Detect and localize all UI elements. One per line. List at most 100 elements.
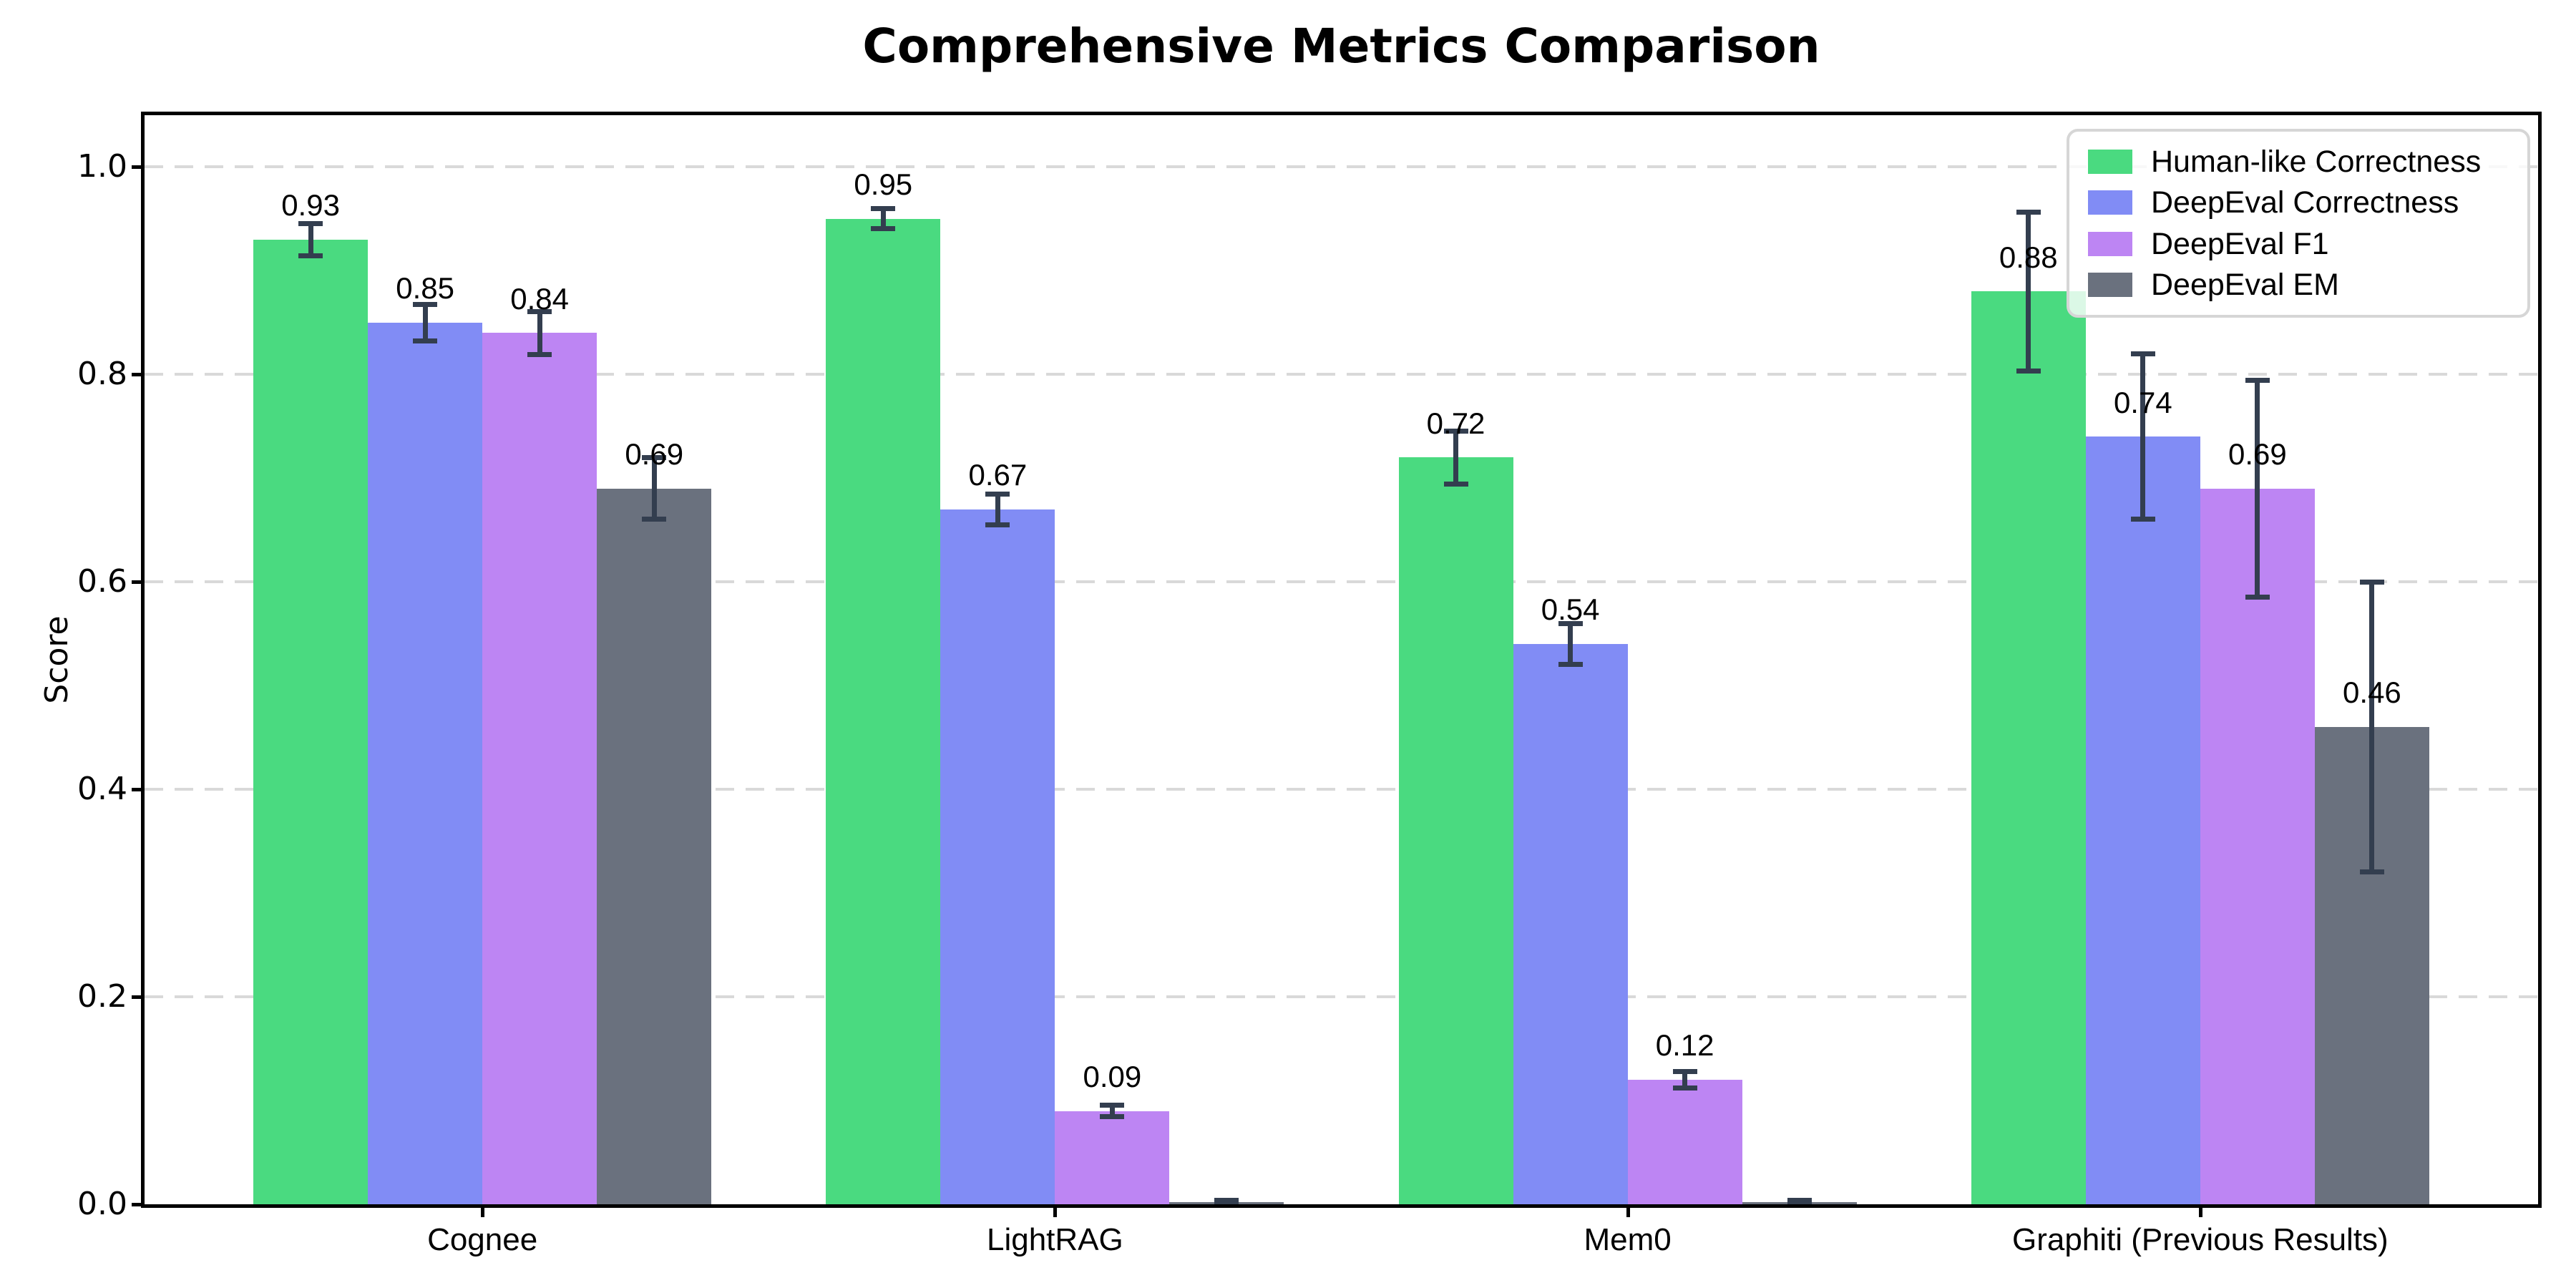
bar [1055, 1111, 1170, 1204]
bar [2085, 436, 2200, 1204]
value-label: 0.85 [396, 271, 454, 306]
error-bar [1109, 1104, 1115, 1118]
bar [940, 509, 1055, 1204]
gridline [145, 373, 2538, 376]
error-bar [2255, 379, 2260, 598]
error-bar [2026, 211, 2031, 372]
error-bar [1682, 1071, 1688, 1088]
value-label: 0.69 [625, 436, 684, 471]
gridline [145, 165, 2538, 169]
legend-label: DeepEval Correctness [2151, 185, 2459, 220]
error-bar [651, 457, 657, 520]
value-label: 0.88 [1999, 240, 2058, 274]
gridline [145, 995, 2538, 999]
error-bar-cap-bottom [2016, 369, 2041, 374]
x-tick [1626, 1204, 1630, 1217]
legend-swatch [2088, 231, 2132, 256]
value-label: 0.67 [968, 457, 1028, 492]
legend: Human-like Correctness DeepEval Correctne… [2067, 129, 2530, 318]
error-bar-cap-bottom [642, 517, 667, 522]
gridline [145, 788, 2538, 791]
legend-item: DeepEval Correctness [2088, 184, 2509, 221]
error-bar-cap-bottom [985, 522, 1010, 527]
bar [482, 333, 597, 1204]
error-bar-cap-bottom [1672, 1085, 1697, 1091]
legend-item: Human-like Correctness [2088, 143, 2509, 180]
bar [368, 322, 483, 1204]
legend-swatch [2088, 272, 2132, 297]
y-tick-label: 0.2 [77, 978, 127, 1015]
y-tick [132, 995, 145, 1000]
value-label: 0.74 [2113, 385, 2172, 419]
error-bar-cap-bottom [527, 351, 552, 357]
error-bar-cap-bottom [2359, 869, 2384, 875]
value-label: 0.12 [1655, 1028, 1714, 1063]
error-bar [422, 303, 428, 341]
error-bar-cap-top [2245, 377, 2270, 383]
legend-item: DeepEval EM [2088, 266, 2509, 303]
y-tick-label: 0.6 [77, 563, 127, 600]
value-label: 0.69 [2228, 436, 2287, 471]
error-bar-cap-top [298, 220, 323, 226]
legend-swatch [2088, 150, 2132, 174]
value-label: 0.72 [1426, 406, 1485, 440]
y-tick-label: 0.4 [77, 771, 127, 808]
y-tick-label: 0.8 [77, 356, 127, 393]
x-tick [2198, 1204, 2202, 1217]
x-tick [1053, 1204, 1058, 1217]
x-tick-label: Cognee [427, 1222, 538, 1257]
y-tick-label: 0.0 [77, 1186, 127, 1222]
value-label: 0.84 [510, 281, 570, 316]
value-label: 0.95 [854, 167, 913, 202]
y-tick-label: 1.0 [77, 148, 127, 185]
error-bar [537, 311, 542, 355]
value-label: 0.09 [1083, 1059, 1142, 1093]
error-bar-cap-top [1787, 1198, 1812, 1204]
bar [2200, 488, 2315, 1204]
value-label: 0.46 [2343, 675, 2401, 710]
bar [1513, 644, 1628, 1204]
error-bar-cap-top [527, 308, 552, 314]
bar [253, 239, 369, 1204]
error-bar [308, 223, 313, 257]
x-tick-label: Graphiti (Previous Results) [2011, 1222, 2389, 1257]
error-bar-cap-bottom [1787, 1201, 1812, 1206]
error-bar [880, 208, 886, 230]
error-bar-cap-bottom [1100, 1114, 1125, 1120]
error-bar-cap-top [1558, 621, 1583, 627]
error-bar-cap-top [2130, 351, 2155, 357]
error-bar-cap-top [1672, 1069, 1697, 1075]
y-tick [132, 788, 145, 792]
error-bar-cap-top [642, 455, 667, 461]
error-bar-cap-top [871, 206, 896, 212]
legend-swatch [2088, 190, 2132, 215]
bar [1971, 291, 2086, 1204]
legend-label: Human-like Correctness [2151, 145, 2482, 179]
y-tick [132, 373, 145, 377]
error-bar [2140, 353, 2146, 520]
error-bar [2369, 582, 2375, 873]
error-bar [995, 494, 1000, 525]
error-bar-cap-top [2016, 209, 2041, 215]
error-bar-cap-bottom [871, 226, 896, 232]
error-bar-cap-top [413, 301, 438, 307]
error-bar-cap-top [985, 492, 1010, 497]
error-bar-cap-bottom [413, 338, 438, 343]
chart-title: Comprehensive Metrics Comparison [862, 19, 1820, 74]
error-bar [1568, 623, 1574, 665]
legend-label: DeepEval EM [2151, 267, 2339, 302]
legend-item: DeepEval F1 [2088, 225, 2509, 263]
y-tick [132, 165, 145, 170]
y-tick [132, 580, 145, 585]
gridline [145, 580, 2538, 584]
bar [1627, 1080, 1742, 1204]
y-tick [132, 1203, 145, 1206]
value-label: 0.54 [1541, 592, 1600, 627]
legend-label: DeepEval F1 [2151, 226, 2329, 261]
error-bar-cap-bottom [2130, 517, 2155, 522]
error-bar-cap-bottom [1558, 662, 1583, 668]
error-bar-cap-top [1214, 1198, 1239, 1204]
error-bar [1453, 430, 1459, 485]
error-bar-cap-bottom [1443, 482, 1468, 487]
error-bar-cap-bottom [1214, 1201, 1239, 1206]
